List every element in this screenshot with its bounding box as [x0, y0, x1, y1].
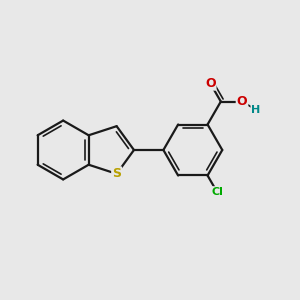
Text: Cl: Cl: [211, 187, 223, 197]
Text: H: H: [251, 105, 261, 115]
Text: O: O: [205, 77, 215, 90]
Text: O: O: [237, 95, 247, 108]
Text: S: S: [112, 167, 121, 180]
